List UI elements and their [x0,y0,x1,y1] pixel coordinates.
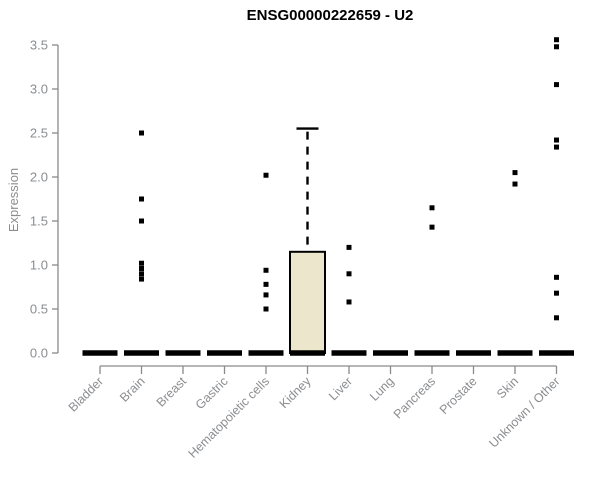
x-tick-label: Gastric [193,374,231,412]
x-tick-label: Breast [154,374,190,410]
x-tick-label: Hematopoietic cells [186,374,273,461]
y-tick-label: 3.5 [30,38,48,53]
outlier-point [554,315,559,321]
x-tick-label: Lung [367,374,397,404]
outlier-point [139,266,144,272]
median-line [248,350,284,356]
x-tick-label: Pancreas [391,374,438,421]
median-line [82,350,118,356]
median-line [331,350,367,356]
outlier-point [139,276,144,282]
x-tick-label: Kidney [277,374,314,411]
x-tick-label: Bladder [66,374,106,414]
outlier-point [554,144,559,150]
outlier-point [554,82,559,88]
outlier-point [554,37,559,43]
x-tick-label: Brain [117,374,148,405]
median-line [207,350,242,356]
outlier-point [554,44,559,50]
outlier-point [429,205,435,211]
outlier-point [346,271,352,277]
median-line [290,350,325,356]
outlier-point [139,196,144,202]
chart-title: ENSG00000222659 - U2 [246,7,414,24]
y-tick-label: 2.5 [30,126,48,141]
outlier-point [429,224,435,230]
y-tick-label: 0.5 [30,302,48,317]
box-iqr [289,250,326,354]
median-line [539,350,574,356]
outlier-point [554,137,559,143]
outlier-point [263,281,269,287]
outlier-point [346,299,352,305]
outlier-point [554,290,559,296]
median-line [456,350,491,356]
y-tick-label: 3.0 [30,82,48,97]
outlier-point [346,244,352,250]
outlier-point [263,267,269,273]
outlier-point [139,218,144,224]
outlier-point [512,170,518,176]
outlier-point [139,260,144,266]
x-tick-label: Liver [326,374,355,403]
outlier-point [554,274,559,280]
median-line [165,350,201,356]
y-tick-label: 1.0 [30,258,48,273]
outlier-point [139,130,144,136]
median-line [124,350,159,356]
y-tick-label: 2.0 [30,170,48,185]
x-tick-label: Unknown / Other [486,374,562,450]
y-tick-label: 1.5 [30,214,48,229]
x-tick-label: Skin [494,374,521,401]
y-tick-label: 0.0 [30,346,48,361]
x-tick-label: Prostate [437,374,480,417]
outlier-point [263,172,269,178]
outlier-point [512,181,518,187]
outlier-point [263,306,269,312]
median-line [373,350,408,356]
outlier-point [139,271,144,277]
median-line [414,350,450,356]
outlier-point [263,292,269,298]
median-line [497,350,533,356]
